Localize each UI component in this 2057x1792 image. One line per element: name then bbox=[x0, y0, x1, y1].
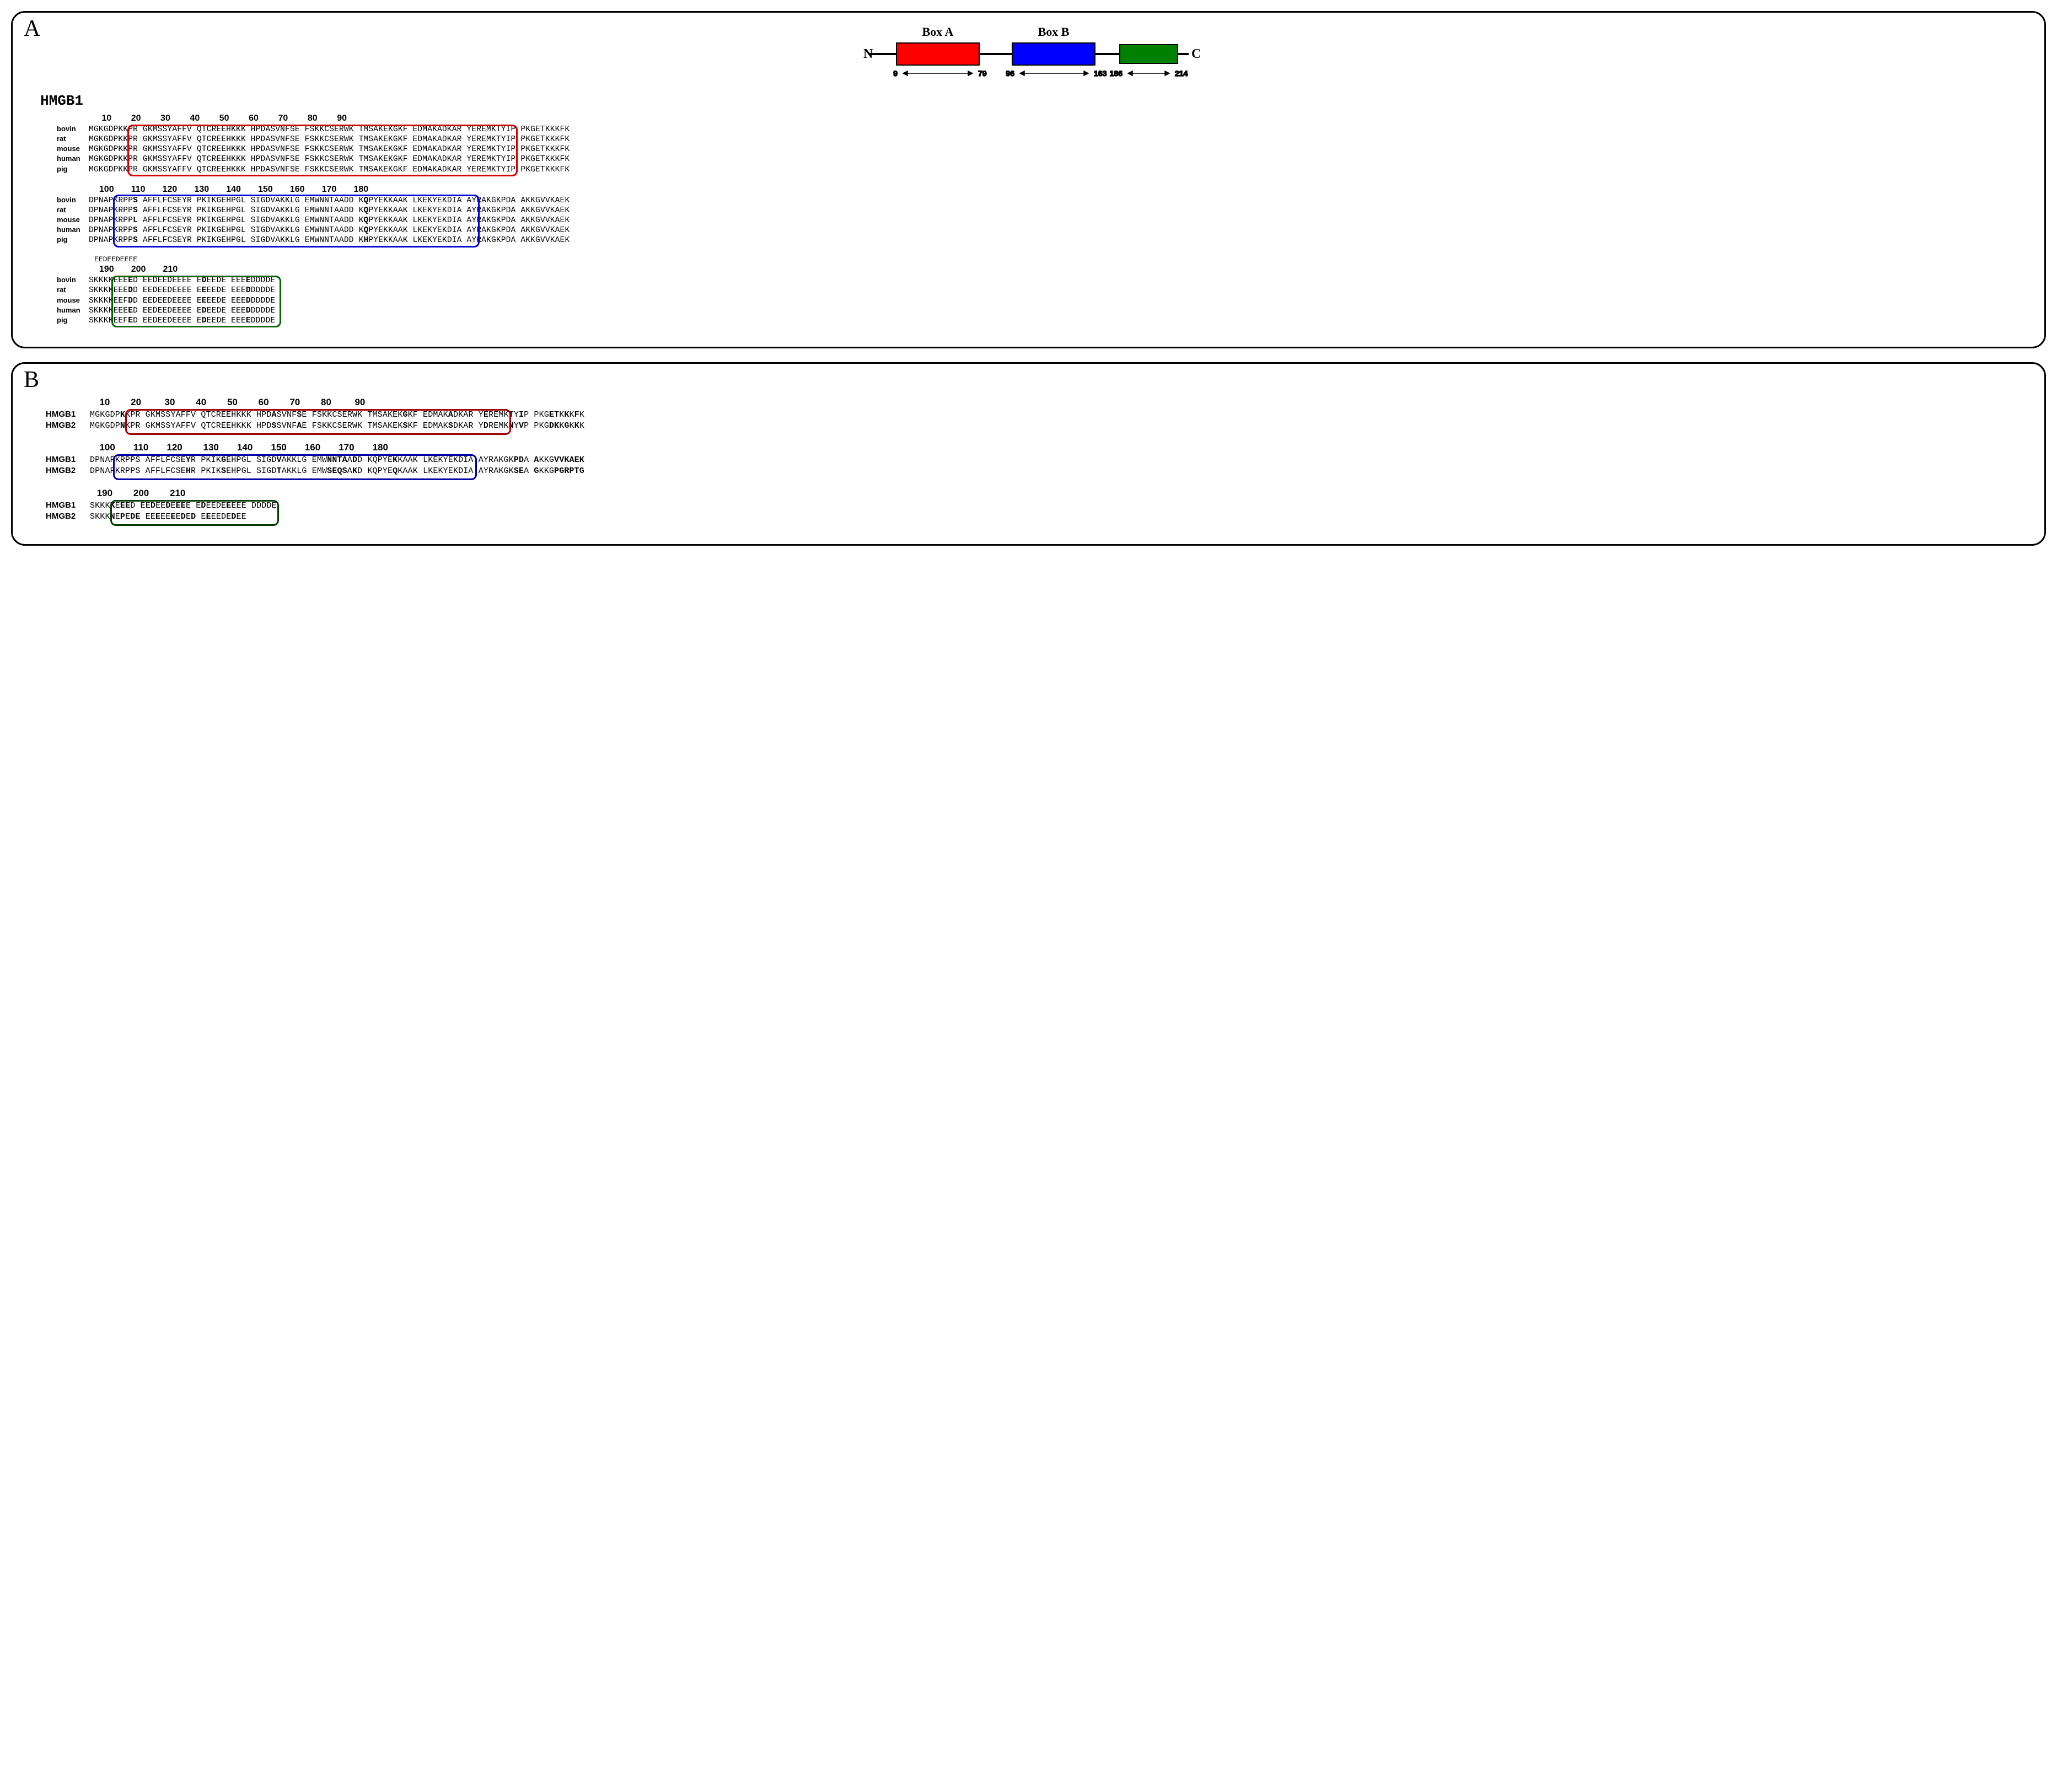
n-terminus-label: N bbox=[863, 47, 873, 61]
seq-row: bovinDPNAPKRPPS AFFLFCSEYR PKIKGEHPGL SI… bbox=[57, 196, 2033, 206]
seq-row: HMGB2SKKKNEPEDE EEEEEEEDED EEEEDEDEE bbox=[46, 512, 2033, 523]
species-label: bovin bbox=[57, 276, 89, 284]
panel-a: A N C Box A Box B 9 79 96 bbox=[11, 11, 2046, 348]
species-label: pig bbox=[57, 235, 89, 244]
svg-text:163: 163 bbox=[1094, 69, 1107, 78]
seq-row: HMGB2DPNAPKRPPS AFFLFCSEHR PKIKSEHPGL SI… bbox=[46, 466, 2033, 477]
domain-diagram-svg: N C Box A Box B 9 79 96 163 18 bbox=[858, 24, 1200, 84]
sequence: MGKGDPKKPR GKMSSYAFFV QTCREEHKKK HPDASVN… bbox=[90, 410, 584, 421]
seq-row: bovinMGKGDPKKPR GKMSSYAFFV QTCREEHKKK HP… bbox=[57, 125, 2033, 134]
seq-row: HMGB2MGKGDPNKPR GKMSSYAFFV QTCREEHKKK HP… bbox=[46, 421, 2033, 432]
species-label: human bbox=[57, 306, 89, 315]
ruler-1: 10 20 30 40 50 60 70 80 90 bbox=[94, 114, 2033, 123]
seq-row: humanDPNAPKRPPS AFFLFCSEYR PKIKGEHPGL SI… bbox=[57, 225, 2033, 235]
panel-b-label: B bbox=[24, 367, 39, 393]
sequence: SKKKKEEFDD EEDEEDEEEE EEEEDE EEEDDDDDE bbox=[89, 296, 275, 306]
seq-row: pigDPNAPKRPPS AFFLFCSEYR PKIKGEHPGL SIGD… bbox=[57, 235, 2033, 245]
b-alignment-block-3: 190 200 210 HMGB1SKKKKEEED EEDEEDEEEE ED… bbox=[46, 488, 2033, 523]
sequence: DPNAPKRPPS AFFLFCSEYR PKIKGEHPGL SIGDVAK… bbox=[89, 235, 570, 245]
ruler-3: 190 200 210 bbox=[94, 265, 2033, 275]
seq-row: mouseSKKKKEEFDD EEDEEDEEEE EEEEDE EEEDDD… bbox=[57, 296, 2033, 306]
svg-text:79: 79 bbox=[978, 69, 987, 78]
sequence: SKKKKEEED EEDEEDEEEE EDEEDEEEEE DDDDE bbox=[90, 501, 277, 512]
alignment-block-2: 100 110 120 130 140 150 160 170 180 bovi… bbox=[57, 185, 2033, 246]
sequence: MGKGDPKKPR GKMSSYAFFV QTCREEHKKK HPDASVN… bbox=[89, 154, 570, 164]
protein-label: HMGB2 bbox=[46, 466, 90, 476]
extra-seq: EEDEEDEEEE bbox=[94, 255, 2033, 263]
species-label: rat bbox=[57, 134, 89, 143]
svg-text:96: 96 bbox=[1006, 69, 1014, 78]
b-ruler-1: 10 20 30 40 50 60 70 80 90 bbox=[94, 397, 2033, 408]
sequence: MGKGDPKKPR GKMSSYAFFV QTCREEHKKK HPDASVN… bbox=[89, 144, 570, 154]
seq-row: mouseDPNAPKRPPL AFFLFCSEYR PKIKGEHPGL SI… bbox=[57, 216, 2033, 225]
seq-row: HMGB1SKKKKEEED EEDEEDEEEE EDEEDEEEEE DDD… bbox=[46, 501, 2033, 512]
species-label: mouse bbox=[57, 216, 89, 224]
sequence: SKKKKEEEDD EEDEEDEEEE EEEEDE EEEDDDDDE bbox=[89, 286, 275, 295]
box-b-rect bbox=[1012, 43, 1095, 65]
sequence: DPNAPKRPPS AFFLFCSEYR PKIKGEHPGL SIGDVAK… bbox=[89, 225, 570, 235]
seq-row: pigMGKGDPKKPR GKMSSYAFFV QTCREEHKKK HPDA… bbox=[57, 165, 2033, 175]
seq-row: ratMGKGDPKKPR GKMSSYAFFV QTCREEHKKK HPDA… bbox=[57, 134, 2033, 144]
protein-label: HMGB1 bbox=[46, 455, 90, 465]
box-b-label: Box B bbox=[1038, 25, 1069, 39]
alignment-block-3: 190 200 210 bovinSKKKKEEEED EEDEEDEEEE E… bbox=[57, 265, 2033, 326]
sequence: DPNAPKRPPS AFFLFCSEHR PKIKSEHPGL SIGDTAK… bbox=[90, 466, 584, 477]
species-label: rat bbox=[57, 206, 89, 214]
seq-row: HMGB1MGKGDPKKPR GKMSSYAFFV QTCREEHKKK HP… bbox=[46, 410, 2033, 421]
b-alignment-block-1: 10 20 30 40 50 60 70 80 90 HMGB1MGKGDPKK… bbox=[46, 397, 2033, 432]
species-label: pig bbox=[57, 165, 89, 174]
sequence: DPNAPKRPPL AFFLFCSEYR PKIKGEHPGL SIGDVAK… bbox=[89, 216, 570, 225]
sequence: MGKGDPKKPR GKMSSYAFFV QTCREEHKKK HPDASVN… bbox=[89, 125, 570, 134]
panel-a-label: A bbox=[24, 15, 40, 42]
sequence: DPNAPKRPPS AFFLFCSEYR PKIKGEHPGL SIGDVAK… bbox=[89, 206, 570, 216]
species-label: bovin bbox=[57, 196, 89, 205]
b-ruler-2: 100 110 120 130 140 150 160 170 180 bbox=[94, 442, 2033, 453]
sequence: DPNAPKRPPS AFFLFCSEYR PKIKGEHPGL SIGDVAK… bbox=[90, 455, 584, 466]
seq-row: humanSKKKKEEEED EEDEEDEEEE EDEEDE EEEDDD… bbox=[57, 306, 2033, 316]
protein-label: HMGB2 bbox=[46, 421, 90, 431]
species-label: human bbox=[57, 225, 89, 234]
b-alignment-block-2: 100 110 120 130 140 150 160 170 180 HMGB… bbox=[46, 442, 2033, 477]
sequence: SKKKNEPEDE EEEEEEEDED EEEEDEDEE bbox=[90, 512, 246, 523]
seq-row: ratDPNAPKRPPS AFFLFCSEYR PKIKGEHPGL SIGD… bbox=[57, 206, 2033, 216]
seq-row: humanMGKGDPKKPR GKMSSYAFFV QTCREEHKKK HP… bbox=[57, 154, 2033, 164]
species-label: rat bbox=[57, 286, 89, 294]
sequence: SKKKKEEEED EEDEEDEEEE EDEEDE EEEEDDDDE bbox=[89, 276, 275, 286]
species-label: mouse bbox=[57, 144, 89, 153]
panel-b: B 10 20 30 40 50 60 70 80 90 HMGB1MGKGDP… bbox=[11, 362, 2046, 546]
sequence: DPNAPKRPPS AFFLFCSEYR PKIKGEHPGL SIGDVAK… bbox=[89, 196, 570, 206]
protein-label: HMGB1 bbox=[46, 501, 90, 511]
domain-diagram: N C Box A Box B 9 79 96 163 18 bbox=[24, 24, 2033, 84]
hmgb1-title: HMGB1 bbox=[40, 93, 2033, 109]
protein-label: HMGB1 bbox=[46, 410, 90, 420]
sequence: MGKGDPKKPR GKMSSYAFFV QTCREEHKKK HPDASVN… bbox=[89, 134, 570, 144]
species-label: human bbox=[57, 154, 89, 163]
seq-row: ratSKKKKEEEDD EEDEEDEEEE EEEEDE EEEDDDDD… bbox=[57, 286, 2033, 295]
sequence: MGKGDPKKPR GKMSSYAFFV QTCREEHKKK HPDASVN… bbox=[89, 165, 570, 175]
box-c-rect bbox=[1120, 45, 1178, 63]
box-a-rect bbox=[896, 43, 979, 65]
svg-text:9: 9 bbox=[893, 69, 898, 78]
seq-row: bovinSKKKKEEEED EEDEEDEEEE EDEEDE EEEEDD… bbox=[57, 276, 2033, 286]
species-label: pig bbox=[57, 316, 89, 325]
b-ruler-3: 190 200 210 bbox=[94, 488, 2033, 499]
seq-row: pigSKKKKEEFED EEDEEDEEEE EDEEDE EEEEDDDD… bbox=[57, 316, 2033, 326]
c-terminus-label: C bbox=[1191, 47, 1200, 61]
sequence: MGKGDPNKPR GKMSSYAFFV QTCREEHKKK HPDSSVN… bbox=[90, 421, 584, 432]
sequence: SKKKKEEEED EEDEEDEEEE EDEEDE EEEDDDDDE bbox=[89, 306, 275, 316]
sequence: SKKKKEEFED EEDEEDEEEE EDEEDE EEEEDDDDE bbox=[89, 316, 275, 326]
ruler-2: 100 110 120 130 140 150 160 170 180 bbox=[94, 185, 2033, 195]
svg-text:214: 214 bbox=[1175, 69, 1188, 78]
box-a-label: Box A bbox=[922, 25, 953, 39]
species-label: mouse bbox=[57, 296, 89, 305]
svg-text:186: 186 bbox=[1109, 69, 1123, 78]
protein-label: HMGB2 bbox=[46, 512, 90, 522]
alignment-block-1: 10 20 30 40 50 60 70 80 90 bovinMGKGDPKK… bbox=[57, 114, 2033, 175]
seq-row: mouseMGKGDPKKPR GKMSSYAFFV QTCREEHKKK HP… bbox=[57, 144, 2033, 154]
species-label: bovin bbox=[57, 125, 89, 133]
seq-row: HMGB1DPNAPKRPPS AFFLFCSEYR PKIKGEHPGL SI… bbox=[46, 455, 2033, 466]
